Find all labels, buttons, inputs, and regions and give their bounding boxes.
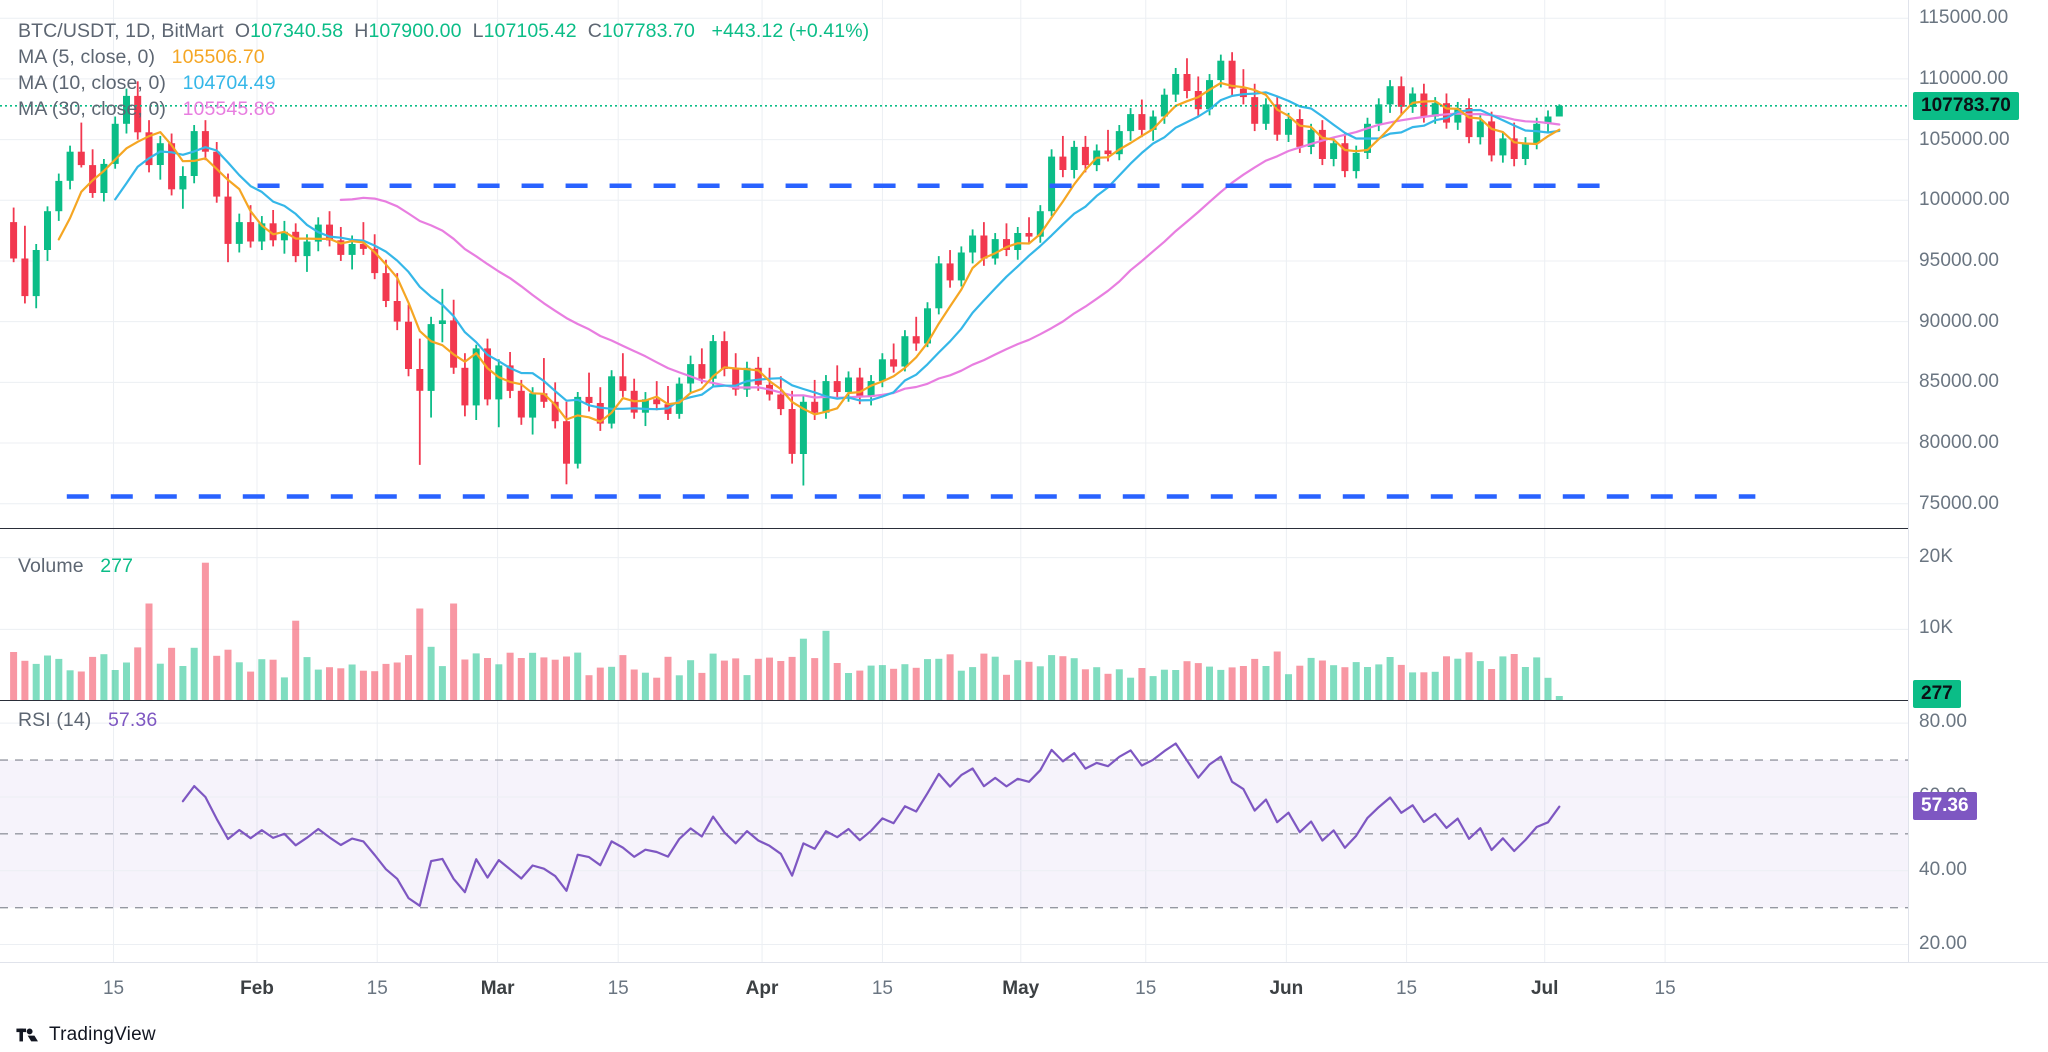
price-axis-label: 100000.00 [1919,189,2010,211]
last-rsi-badge[interactable]: 57.36 [1913,791,1977,820]
time-axis-label: Feb [240,978,274,999]
price-axis-label: 80000.00 [1919,432,2000,454]
symbol-ohlc-row[interactable]: BTC/USDT, 1D, BitMart O107340.58 H107900… [18,21,869,41]
volume-axis-label: 10K [1919,617,1954,639]
rsi-pane[interactable] [0,700,1908,963]
price-plot[interactable] [0,0,1908,528]
open-label: O [234,20,251,42]
rsi-axis-label: 40.00 [1919,858,1968,880]
time-axis-label: 15 [1654,978,1676,999]
tradingview-brand-label[interactable]: TradingView [49,1024,156,1045]
footer-bar: TradingView [0,1018,2048,1052]
time-axis[interactable]: 15 Feb 15 Mar 15 Apr 15 May 15 Jun 15 Jul 15 [0,962,2048,1018]
time-axis-label: 15 [1395,978,1418,999]
rsi-axis-label: 20.00 [1919,932,1968,954]
price-axis-label: 90000.00 [1919,310,2000,332]
ma30-row[interactable]: MA (30, close, 0) 105545.86 [18,99,869,119]
open-value: 107340.58 [250,20,344,42]
ma10-label: MA (10, close, 0) [18,72,167,94]
rsi-legend[interactable]: RSI (14) 57.36 [18,710,157,736]
rsi-row[interactable]: RSI (14) 57.36 [18,710,157,730]
rsi-label: RSI (14) [18,709,92,731]
rsi-axis-label: 80.00 [1919,711,1968,733]
time-axis-label: Apr [745,978,779,999]
volume-row[interactable]: Volume 277 [18,556,133,576]
value-axis[interactable]: 115000.00 110000.00 105000.00 100000.00 9500… [1908,0,2048,962]
price-legend[interactable]: BTC/USDT, 1D, BitMart O107340.58 H107900… [18,21,869,125]
volume-legend[interactable]: Volume 277 [18,556,133,582]
price-axis-label: 105000.00 [1919,128,2010,150]
volume-axis-label: 20K [1919,545,1954,567]
price-axis-label: 95000.00 [1919,249,2000,271]
time-axis-label: 15 [871,978,894,999]
time-axis-label: 15 [1135,978,1157,999]
time-axis-label: Mar [480,978,515,999]
tradingview-logo-icon[interactable] [16,1026,40,1044]
change-value: +443.12 (+0.41%) [711,20,870,42]
time-axis-label: 15 [607,978,629,999]
last-price-badge[interactable]: 107783.70 [1913,91,2019,120]
volume-pane[interactable] [0,528,1908,701]
price-axis-label: 110000.00 [1919,67,2009,89]
price-axis-label: 115000.00 [1919,7,2009,29]
ma5-label: MA (5, close, 0) [18,46,156,68]
close-value: 107783.70 [601,20,695,42]
time-axis-label: 15 [102,978,125,999]
close-label: C [587,20,602,42]
high-label: H [354,20,369,42]
time-axis-label: 15 [366,978,388,999]
ma5-row[interactable]: MA (5, close, 0) 105506.70 [18,47,869,67]
high-value: 107900.00 [368,20,462,42]
time-axis-label: Jun [1269,978,1304,999]
price-axis-label: 75000.00 [1919,492,2000,514]
last-volume-badge[interactable]: 277 [1913,679,1961,708]
ma30-value: 105545.86 [182,98,276,120]
rsi-value: 57.36 [107,709,158,731]
symbol-title[interactable]: BTC/USDT, 1D, BitMart [18,20,224,42]
low-label: L [472,20,484,42]
ma10-row[interactable]: MA (10, close, 0) 104704.49 [18,73,869,93]
price-pane[interactable] [0,0,1908,528]
time-axis-label: May [1002,978,1040,999]
volume-label: Volume [18,555,84,577]
ma5-value: 105506.70 [171,46,265,68]
rsi-plot[interactable] [0,701,1908,963]
ma10-value: 104704.49 [182,72,276,94]
price-axis-label: 85000.00 [1919,371,2000,393]
low-value: 107105.42 [483,20,577,42]
ma30-label: MA (30, close, 0) [18,98,167,120]
volume-plot[interactable] [0,529,1908,701]
time-axis-label: Jul [1530,978,1559,999]
volume-value: 277 [100,555,134,577]
